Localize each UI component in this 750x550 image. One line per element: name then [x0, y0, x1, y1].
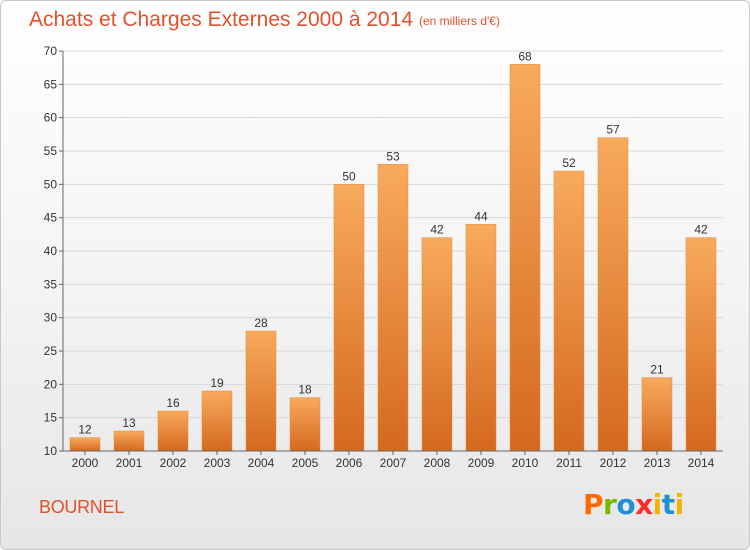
chart-title: Achats et Charges Externes 2000 à 2014	[29, 8, 414, 31]
value-label: 12	[78, 423, 92, 437]
bar-2001	[113, 430, 145, 452]
y-tick-label: 25	[44, 344, 58, 358]
y-tick-label: 40	[44, 244, 58, 258]
x-tick-label: 2007	[380, 456, 407, 470]
proxiti-logo: Proxiti	[583, 488, 684, 521]
bar-2014	[685, 237, 717, 452]
value-label: 16	[166, 396, 180, 410]
y-tick-label: 60	[44, 111, 58, 125]
logo-letter: r	[603, 488, 617, 521]
x-tick-label: 2009	[468, 456, 495, 470]
bar-2013	[641, 377, 673, 452]
y-tick-label: 70	[44, 44, 58, 58]
value-label: 52	[562, 156, 576, 170]
y-tick-label: 55	[44, 144, 58, 158]
logo-letter: i	[674, 488, 685, 521]
commune-name: BOURNEL	[39, 497, 124, 517]
x-tick-label: 2005	[292, 456, 319, 470]
x-tick-label: 2011	[556, 456, 582, 470]
x-tick-label: 2006	[336, 456, 363, 470]
value-label: 42	[694, 223, 708, 237]
bar-2002	[157, 410, 189, 452]
y-tick-label: 50	[44, 177, 58, 191]
bar-2010	[509, 64, 541, 452]
x-tick-label: 2002	[160, 456, 187, 470]
y-tick-label: 35	[44, 277, 58, 291]
y-tick-label: 20	[44, 377, 58, 391]
chart-subtitle: (en milliers d'€)	[419, 14, 500, 28]
x-tick-label: 2008	[424, 456, 451, 470]
y-tick-label: 65	[44, 77, 58, 91]
logo-letter: x	[635, 488, 653, 521]
bar-2003	[201, 390, 233, 452]
axes	[59, 50, 723, 455]
value-label: 18	[298, 383, 312, 397]
x-tick-label: 2004	[248, 456, 275, 470]
bar-2011	[553, 170, 585, 452]
bar-2007	[377, 164, 409, 452]
bars	[69, 64, 717, 452]
value-label: 53	[386, 149, 400, 163]
bar-2000	[69, 437, 101, 452]
labels: 10 15 20 25 30 35 40 45 50 55 60 65 70 12 2000 13 2001 16…	[44, 44, 715, 470]
bar-2005	[289, 397, 321, 452]
logo-letter: o	[616, 488, 636, 521]
y-tick-label: 45	[44, 211, 58, 225]
value-label: 50	[342, 169, 356, 183]
x-tick-label: 2010	[512, 456, 539, 470]
value-label: 42	[430, 223, 444, 237]
value-label: 21	[650, 363, 664, 377]
x-tick-label: 2013	[644, 456, 671, 470]
value-label: 13	[122, 416, 136, 430]
bar-2004	[245, 330, 277, 452]
bar-2006	[333, 184, 365, 452]
y-tick-label: 10	[44, 444, 58, 458]
x-tick-label: 2000	[72, 456, 99, 470]
value-label: 57	[606, 123, 620, 137]
value-label: 68	[518, 49, 532, 63]
value-label: 19	[210, 376, 224, 390]
x-tick-label: 2003	[204, 456, 231, 470]
bar-2008	[421, 237, 453, 452]
value-label: 28	[254, 316, 268, 330]
x-tick-label: 2014	[688, 456, 715, 470]
x-tick-label: 2012	[600, 456, 627, 470]
logo-letter: t	[661, 488, 675, 521]
bar-2009	[465, 224, 497, 452]
value-label: 44	[474, 209, 488, 223]
x-tick-label: 2001	[116, 456, 143, 470]
logo-letter: i	[652, 488, 663, 521]
y-tick-label: 15	[44, 411, 58, 425]
logo-letter: P	[583, 488, 604, 521]
y-tick-label: 30	[44, 311, 58, 325]
bar-2012	[597, 137, 629, 452]
